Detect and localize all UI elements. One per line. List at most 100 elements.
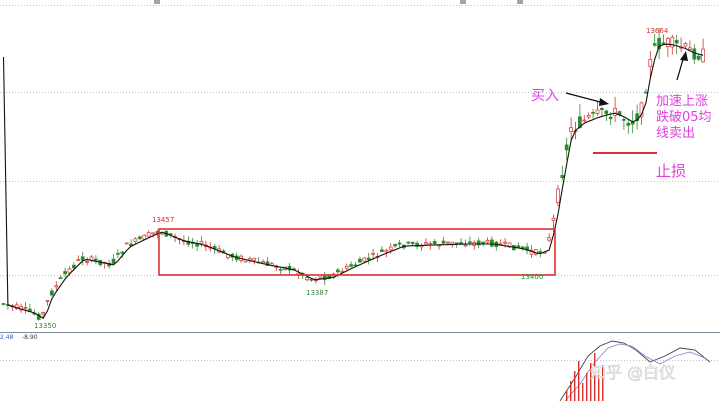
- exit-note-line3: 线卖出: [656, 126, 695, 141]
- candles-group: [1, 28, 705, 321]
- candle-body: [261, 261, 265, 264]
- candle-body: [692, 48, 697, 60]
- indicator-lines: [559, 340, 711, 402]
- candle-body: [635, 113, 639, 122]
- candle-body: [160, 232, 164, 235]
- candle-body: [54, 285, 59, 288]
- candle-body: [142, 234, 147, 240]
- candle-body: [116, 252, 120, 255]
- candle-body: [212, 246, 217, 249]
- indicator-bar: [586, 373, 588, 401]
- candle-body: [586, 115, 591, 118]
- stop-loss-label: 止损: [656, 162, 686, 180]
- candle-body: [503, 241, 507, 244]
- candle-body: [358, 258, 362, 263]
- candle-body: [362, 257, 367, 262]
- candle-body: [168, 233, 173, 235]
- candle-body: [186, 240, 191, 245]
- candle-body: [23, 306, 28, 309]
- indicator-value-2: -8.90: [22, 334, 38, 341]
- candle-body: [349, 264, 353, 267]
- indicator-bar: [570, 381, 572, 401]
- candle-body: [80, 256, 85, 261]
- candle-body: [582, 119, 587, 122]
- candle-body: [613, 107, 617, 116]
- candle-body: [674, 39, 679, 44]
- candle-body: [63, 271, 67, 275]
- candle-body: [652, 43, 657, 46]
- candle-body: [305, 277, 309, 281]
- candle-body: [569, 127, 573, 132]
- candle-body: [76, 259, 81, 261]
- candle-body: [380, 249, 384, 252]
- candle-body: [468, 241, 472, 244]
- candle-body: [309, 279, 314, 281]
- indicator-line: [559, 340, 711, 402]
- candle-body: [199, 240, 204, 244]
- exit-arrowhead: [680, 51, 688, 61]
- indicator-bar: [590, 363, 592, 401]
- exit-note-line2: 跌破05均: [656, 109, 712, 125]
- candle-body: [133, 238, 138, 242]
- watermark: 知乎 @白仪: [590, 363, 675, 382]
- candle-body: [120, 251, 125, 254]
- candle-body: [151, 232, 155, 235]
- label-13664: 13664: [646, 27, 669, 35]
- candle-body: [336, 269, 340, 273]
- candle-body: [648, 59, 653, 68]
- candle-body: [644, 91, 648, 94]
- candle-body: [94, 258, 98, 261]
- candle-body: [666, 38, 670, 48]
- candle-body: [591, 111, 595, 114]
- candle-body: [318, 276, 323, 279]
- buy-label: 买入: [531, 88, 559, 104]
- moving-average-line: [2, 43, 704, 319]
- indicator-bar: [574, 371, 576, 401]
- candle-body: [384, 249, 389, 253]
- candle-body: [406, 241, 411, 244]
- candle-body: [344, 265, 349, 269]
- candle-body: [657, 37, 661, 50]
- candle-body: [622, 119, 626, 121]
- candle-body: [138, 236, 142, 239]
- candle-body: [701, 48, 705, 63]
- label-13400: 13400: [521, 273, 543, 281]
- candle-body: [454, 242, 459, 245]
- candle-body: [58, 277, 63, 280]
- candle-body: [397, 242, 402, 245]
- candle-body: [111, 258, 116, 264]
- candle-body: [560, 175, 565, 179]
- consolidation-box: [158, 228, 556, 276]
- label-13457: 13457: [152, 216, 174, 224]
- candle-body: [50, 290, 54, 296]
- candle-body: [446, 241, 450, 244]
- indicator-bar: [578, 361, 580, 401]
- candle-body: [415, 242, 419, 247]
- candle-body: [124, 242, 129, 245]
- candle-body: [371, 253, 375, 255]
- candle-body: [547, 237, 551, 241]
- candle-body: [252, 257, 257, 261]
- candle-body: [393, 244, 397, 247]
- buy-arrowhead: [599, 98, 609, 106]
- grid-lines: [0, 5, 720, 361]
- buy-arrow: [565, 92, 605, 104]
- candle-body: [595, 109, 600, 114]
- candle-body: [432, 241, 437, 245]
- candle-body: [696, 55, 701, 60]
- candle-body: [353, 264, 358, 267]
- indicator-value-1: 2.48: [0, 334, 14, 341]
- candle-body: [476, 240, 481, 246]
- candle-body: [600, 108, 604, 111]
- candle-body: [410, 241, 415, 244]
- candle-body: [688, 47, 692, 51]
- candle-body: [146, 232, 151, 237]
- candle-body: [683, 43, 688, 47]
- candle-body: [41, 312, 45, 315]
- candle-body: [551, 218, 556, 221]
- label-13387: 13387: [306, 289, 328, 297]
- candle-body: [1, 303, 6, 305]
- candle-body: [278, 268, 283, 271]
- indicator-bar: [566, 391, 568, 401]
